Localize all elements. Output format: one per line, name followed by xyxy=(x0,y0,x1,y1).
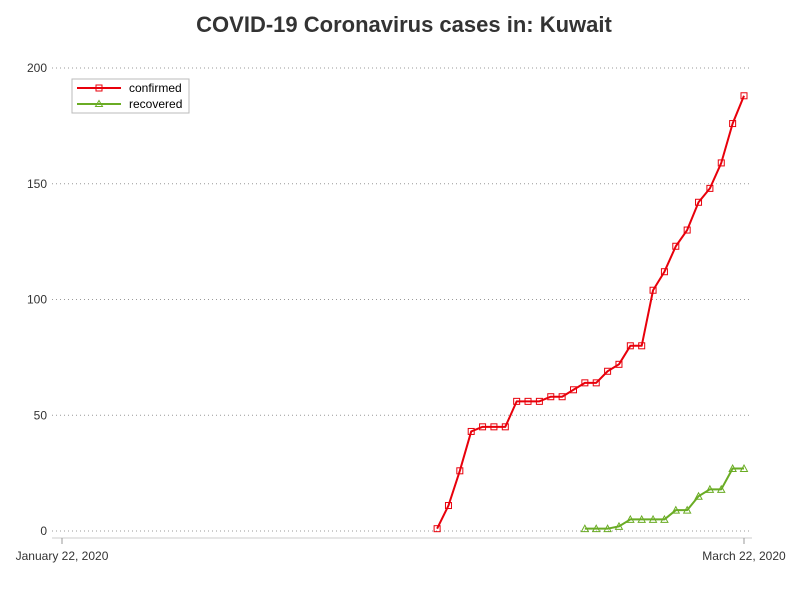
legend-item-recovered: recovered xyxy=(77,97,182,111)
data-point-confirmed-18 xyxy=(638,342,646,350)
data-point-confirmed-4 xyxy=(479,423,487,431)
data-point-confirmed-17 xyxy=(626,342,634,350)
data-point-confirmed-27 xyxy=(740,92,748,100)
y-tick-label-4: 200 xyxy=(27,61,47,75)
data-point-recovered-14 xyxy=(739,463,749,472)
data-point-confirmed-16 xyxy=(615,360,623,368)
data-point-recovered-0 xyxy=(580,524,590,533)
y-tick-label-3: 150 xyxy=(27,177,47,191)
data-point-recovered-2 xyxy=(603,524,612,533)
data-point-confirmed-6 xyxy=(501,423,509,431)
legend-item-confirmed: confirmed xyxy=(77,81,182,95)
data-point-confirmed-8 xyxy=(524,397,532,405)
data-point-confirmed-11 xyxy=(558,393,566,401)
data-point-confirmed-5 xyxy=(490,423,498,431)
y-tick-label-1: 50 xyxy=(34,408,48,422)
data-point-recovered-11 xyxy=(705,484,715,493)
series-confirmed xyxy=(433,92,748,533)
data-point-confirmed-13 xyxy=(581,379,589,387)
series-line-confirmed xyxy=(436,95,745,530)
chart-title: COVID-19 Coronavirus cases in: Kuwait xyxy=(196,12,612,37)
legend-label-confirmed: confirmed xyxy=(129,81,182,95)
data-point-recovered-13 xyxy=(728,463,737,472)
legend-label-recovered: recovered xyxy=(129,97,182,111)
x-tick-label-start: January 22, 2020 xyxy=(16,549,109,563)
data-point-recovered-1 xyxy=(591,524,601,533)
data-point-confirmed-0 xyxy=(433,525,441,533)
x-tick-label-end: March 22, 2020 xyxy=(702,549,786,563)
series-layer xyxy=(433,92,749,533)
x-axis: January 22, 2020 March 22, 2020 xyxy=(16,537,786,563)
legend: confirmed recovered xyxy=(71,78,190,114)
series-line-recovered xyxy=(584,467,744,530)
data-point-recovered-6 xyxy=(648,514,658,523)
data-point-recovered-3 xyxy=(614,521,624,530)
legend-marker-recovered xyxy=(94,99,104,107)
legend-box xyxy=(71,78,190,114)
data-point-confirmed-3 xyxy=(467,427,475,435)
y-tick-label-2: 100 xyxy=(27,293,47,307)
data-point-confirmed-2 xyxy=(456,467,464,475)
data-point-confirmed-25 xyxy=(717,159,725,167)
data-point-confirmed-26 xyxy=(729,120,737,128)
data-point-confirmed-20 xyxy=(660,268,668,276)
data-point-recovered-10 xyxy=(694,491,703,500)
legend-marker-confirmed xyxy=(95,84,103,92)
data-point-confirmed-21 xyxy=(672,242,680,250)
data-point-confirmed-24 xyxy=(706,184,714,192)
data-point-recovered-7 xyxy=(660,514,669,523)
data-point-confirmed-19 xyxy=(649,286,657,294)
data-point-recovered-5 xyxy=(637,514,647,523)
data-point-confirmed-7 xyxy=(513,397,521,405)
data-point-confirmed-12 xyxy=(570,386,577,394)
gridlines xyxy=(52,67,752,532)
data-point-recovered-4 xyxy=(625,514,635,523)
series-recovered xyxy=(580,463,749,533)
y-axis: 0 50 100 150 200 xyxy=(27,61,47,538)
data-point-confirmed-22 xyxy=(683,226,691,234)
data-point-recovered-12 xyxy=(716,484,726,493)
y-tick-label-0: 0 xyxy=(40,524,47,538)
data-point-confirmed-15 xyxy=(604,367,612,375)
data-point-confirmed-10 xyxy=(547,393,555,401)
data-point-recovered-8 xyxy=(671,505,681,514)
data-point-confirmed-23 xyxy=(695,198,703,206)
data-point-confirmed-1 xyxy=(444,502,452,510)
data-point-recovered-9 xyxy=(682,505,692,514)
data-point-confirmed-9 xyxy=(535,397,543,405)
data-point-confirmed-14 xyxy=(592,379,600,387)
